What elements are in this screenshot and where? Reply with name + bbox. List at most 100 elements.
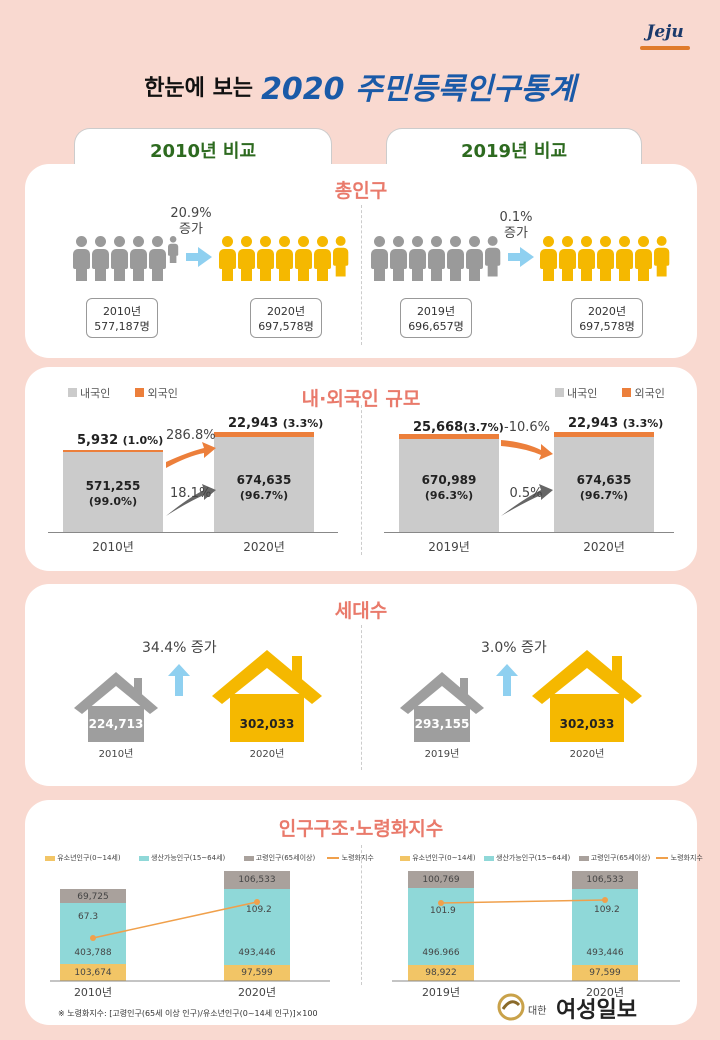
change-arrows-right [501,440,553,516]
pop-box-2020: 2020년 697,578명 [250,298,322,338]
legend-swatch-index [656,857,669,859]
value-young-2020-b: 97,599 [589,968,621,978]
bar-domestic-2020 [214,437,314,532]
section-title-households: 세대수 [334,600,388,622]
pop-box-2020-b: 2020년 697,578명 [571,298,643,338]
legend-label: 내국인 [567,386,598,400]
change-foreign-right: -10.6% [504,420,550,435]
bar-young-2020-b [572,965,638,981]
brand-prefix: 대한 [528,1006,547,1017]
foreign-label-2019: 25,668(3.7%) [413,420,504,435]
domestic-label-2019: 670,989 (96.3%) [421,473,477,502]
value-old-2019: 100,769 [422,875,460,885]
index-2010: 67.3 [78,912,99,922]
legend-swatch-foreign [135,388,145,397]
arrow-right-icon [520,247,534,267]
house-grey-icon [400,672,484,742]
house-yellow-icon [212,650,322,742]
year-label: 2019년 [428,540,470,554]
bar-domestic-2020-b [554,437,654,532]
foreign-label-2020: 22,943 (3.3%) [228,416,324,431]
change-foreign-left: 286.8% [166,428,216,443]
divider [361,405,362,555]
bar-old-2019 [408,871,474,888]
axis-line [384,532,674,533]
house-value-2010: 224,713 [88,717,144,731]
year-label: 2020년 [569,749,605,760]
value-young-2019: 98,922 [425,968,457,978]
footnote: ※ 노령화지수: [고령인구(65세 이상 인구)/유소년인구(0~14세 인구… [58,1009,318,1018]
divider [361,845,362,985]
bar-old-2020-b [572,871,638,889]
legend-swatch-working [138,855,149,861]
bar-old-2020 [224,871,290,889]
jeju-logo: Jeju [632,22,698,56]
section-title-age-structure: 인구구조·노령화지수 [278,818,444,840]
legend-label: 내국인 [80,386,111,400]
value-old-2020-b: 106,533 [586,875,624,885]
legend-swatch-old [578,855,589,861]
aging-index-line-right [392,897,680,982]
arrow-right-icon [198,247,212,267]
year-label: 2019년 [421,986,461,999]
pct-left: 20.9% 증가 [170,206,212,237]
pct-right: 0.1% 증가 [499,210,533,241]
year-label: 2019년 [424,749,460,760]
bar-old-2010 [60,889,126,903]
value-old-2010: 69,725 [77,892,109,902]
domestic-label-2010: 571,255 (99.0%) [85,479,141,508]
house-value-2019: 293,155 [414,717,470,731]
foreign-label-2020-b: 22,943 (3.3%) [568,416,664,431]
legend-swatch-foreign [622,388,632,397]
house-value-2020: 302,033 [239,717,295,731]
arrow-up-icon [496,664,518,696]
title-prefix: 한눈에 보는 [144,76,254,101]
arrow-shaft [186,253,198,261]
domestic-label-2020-b: 674,635 (96.7%) [576,473,632,502]
legend-swatch-working [483,855,494,861]
index-point [254,899,260,905]
foreign-label-2010: 5,932 (1.0%) [77,433,164,448]
value-working-2010: 403,788 [74,948,112,958]
house-grey-icon [74,672,158,742]
year-label: 2020년 [237,986,277,999]
domestic-label-2020: 674,635 (96.7%) [236,473,292,502]
value-working-2019: 496.966 [422,948,460,958]
page-title: 한눈에 보는 2020 주민등록인구통계 [0,64,720,108]
bar-young-2010 [60,964,126,981]
legend-swatch-domestic [68,388,77,397]
arrow-foreign-icon [501,440,553,460]
bar-domestic-2019 [399,439,499,532]
section-title-total: 총인구 [334,180,388,202]
year-label: 2010년 [73,986,113,999]
index-point [602,897,608,903]
year-label: 2020년 [583,540,625,554]
index-2020: 109.2 [246,905,272,915]
bar-young-2020 [224,965,290,981]
legend-swatch-young [400,855,410,861]
value-working-2020: 493,446 [238,948,276,958]
divider [361,625,362,770]
change-domestic-left: 18.1% [170,486,212,501]
value-working-2020-b: 493,446 [586,948,624,958]
arrow-domestic-icon [166,484,216,516]
index-point [438,900,444,906]
aging-index-line-left [50,899,330,982]
house-yellow-icon [532,650,642,742]
index-point [90,935,96,941]
legend-swatch-old [243,855,254,861]
axis-line [48,532,338,533]
legend-age-right: 유소년인구(0~14세) 생산가능인구(15~64세) 고령인구(65세이상) … [400,853,703,863]
legend-right: 내국인 외국인 [555,382,665,401]
legend-left: 내국인 외국인 [68,382,178,401]
arrow-shaft [508,253,520,261]
value-old-2020: 106,533 [238,875,276,885]
households-change-left: 34.4% 증가 [142,640,217,656]
pop-box-2010: 2010년 577,187명 [86,298,158,338]
section-title-domestic-foreign: 내·외국인 규모 [301,388,421,410]
bar-foreign-2019 [399,434,499,439]
bar-foreign-2020 [214,432,314,437]
change-domestic-right: 0.5% [509,486,543,501]
title-main: 2020 주민등록인구통계 [261,72,576,107]
change-arrows-left [166,442,216,516]
